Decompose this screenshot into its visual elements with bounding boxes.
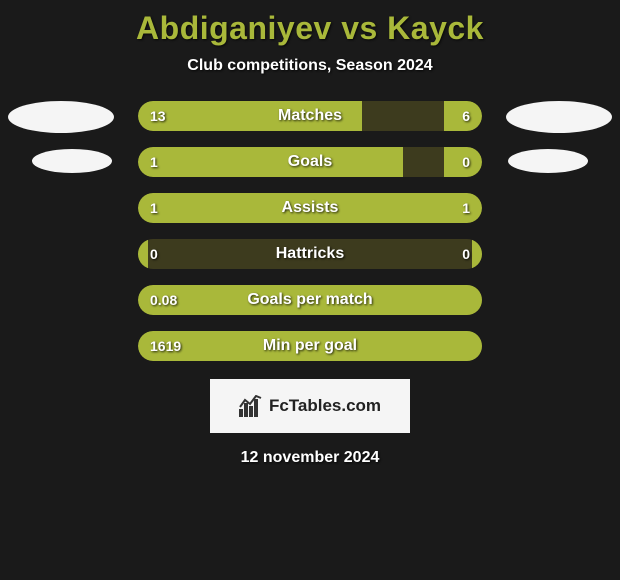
stat-value-right: 0: [462, 239, 470, 269]
page-title: Abdiganiyev vs Kayck: [0, 6, 620, 49]
stat-row: Min per goal1619: [0, 323, 620, 369]
stat-bar-fill-right: [444, 101, 482, 131]
player-badge-right: [506, 101, 612, 133]
stat-value-left: 0: [150, 239, 158, 269]
stat-bar-track: Assists11: [138, 193, 482, 223]
brand-chart-icon: [239, 395, 263, 417]
stat-row: Matches136: [0, 93, 620, 139]
stat-bar-fill-left: [138, 239, 148, 269]
page-subtitle: Club competitions, Season 2024: [0, 49, 620, 93]
stat-bar-track: Min per goal1619: [138, 331, 482, 361]
stat-bar-fill-left: [138, 193, 310, 223]
stats-chart: Matches136 Goals10 Assists11 Hattricks0 0 Goa…: [0, 93, 620, 369]
stat-bar-fill-right: [472, 239, 482, 269]
stat-bar-fill-left: [138, 101, 362, 131]
player-badge-left: [8, 101, 114, 133]
stat-bar-fill-left: [138, 285, 482, 315]
stat-bar-track: Matches136: [138, 101, 482, 131]
stat-bar-fill-left: [138, 147, 403, 177]
stat-row: Assists11: [0, 185, 620, 231]
brand-badge[interactable]: FcTables.com: [210, 379, 410, 433]
stat-label: Hattricks: [138, 239, 482, 269]
stat-bar-fill-right: [310, 193, 482, 223]
stat-row: Goals10: [0, 139, 620, 185]
player-badge-left: [32, 149, 112, 173]
stat-bar-track: Goals per match0.08: [138, 285, 482, 315]
player-badge-right: [508, 149, 588, 173]
brand-name: FcTables.com: [269, 396, 381, 416]
stat-row: Hattricks0 0: [0, 231, 620, 277]
date-label: 12 november 2024: [0, 433, 620, 467]
stat-bar-fill-right: [444, 147, 482, 177]
stat-bar-fill-left: [138, 331, 482, 361]
stat-row: Goals per match0.08: [0, 277, 620, 323]
stat-bar-track: Hattricks0 0: [138, 239, 482, 269]
comparison-card: Abdiganiyev vs Kayck Club competitions, …: [0, 0, 620, 580]
stat-bar-track: Goals10: [138, 147, 482, 177]
